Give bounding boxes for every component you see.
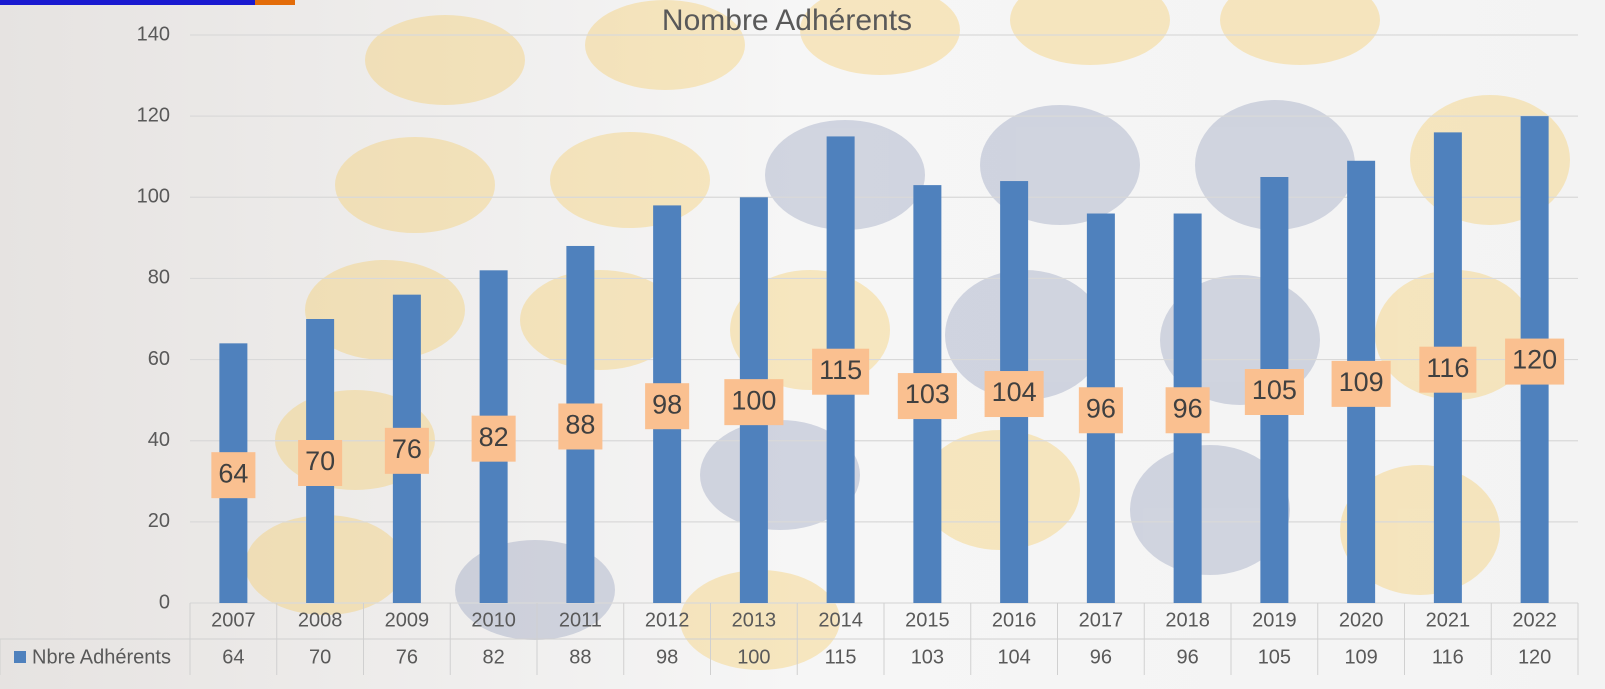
data-label: 96 <box>1173 393 1203 423</box>
data-label-box <box>558 403 603 450</box>
data-label: 116 <box>1426 353 1469 383</box>
x-tick-label: 2016 <box>992 609 1037 631</box>
data-label: 70 <box>305 446 335 476</box>
table-value: 82 <box>483 646 505 668</box>
x-tick-label: 2008 <box>298 609 343 631</box>
table-value: 120 <box>1518 646 1551 668</box>
x-tick-label: 2011 <box>559 609 602 631</box>
accent-line <box>255 0 295 5</box>
data-label: 103 <box>905 379 950 409</box>
legend-label: Nbre Adhérents <box>32 646 171 668</box>
data-label: 115 <box>819 355 862 385</box>
x-tick-label: 2014 <box>818 609 863 631</box>
legend-key <box>14 651 26 663</box>
x-tick-label: 2012 <box>645 609 690 631</box>
table-value: 116 <box>1432 646 1464 668</box>
data-label: 120 <box>1512 345 1557 375</box>
data-label-box <box>1244 369 1304 415</box>
data-label-box <box>897 373 957 420</box>
data-label: 82 <box>479 422 509 452</box>
data-label-box <box>1505 338 1565 385</box>
table-value: 96 <box>1177 646 1199 668</box>
x-tick-label: 2022 <box>1512 609 1557 631</box>
chart-title: Nombre Adhérents <box>662 4 912 37</box>
data-label-box <box>1419 346 1477 393</box>
data-label: 76 <box>392 434 422 464</box>
y-tick-label: 0 <box>159 591 170 613</box>
y-tick-label: 120 <box>137 104 170 126</box>
table-value: 76 <box>396 646 418 668</box>
table-value: 115 <box>825 646 857 668</box>
x-tick-label: 2020 <box>1339 609 1384 631</box>
data-label-box <box>812 348 870 395</box>
data-label-box <box>211 452 256 499</box>
table-value: 104 <box>997 646 1030 668</box>
data-label-box <box>984 371 1044 418</box>
x-tick-label: 2015 <box>905 609 950 631</box>
y-tick-label: 40 <box>148 429 170 451</box>
x-tick-label: 2021 <box>1426 609 1471 631</box>
accent-line <box>0 0 255 5</box>
data-label: 100 <box>731 385 776 415</box>
data-label-box <box>298 440 343 486</box>
data-label-box <box>645 383 690 430</box>
data-label: 64 <box>218 458 248 488</box>
data-label: 105 <box>1252 375 1297 405</box>
y-tick-label: 20 <box>148 510 170 532</box>
x-tick-label: 2007 <box>211 609 256 631</box>
x-tick-label: 2009 <box>385 609 430 631</box>
data-label-box <box>1331 360 1391 407</box>
data-label: 98 <box>652 389 682 419</box>
table-value: 98 <box>656 646 678 668</box>
x-tick-label: 2017 <box>1079 609 1124 631</box>
data-label: 109 <box>1339 367 1384 397</box>
y-tick-label: 140 <box>137 23 170 45</box>
data-label-box <box>471 415 516 462</box>
x-tick-label: 2019 <box>1252 609 1297 631</box>
data-label-box <box>724 379 784 426</box>
data-label-box <box>384 427 429 474</box>
x-tick-label: 2018 <box>1165 609 1210 631</box>
table-value: 103 <box>911 646 944 668</box>
data-label: 88 <box>565 410 595 440</box>
data-label-box <box>1078 387 1123 434</box>
table-value: 105 <box>1258 646 1291 668</box>
data-label: 104 <box>992 377 1037 407</box>
y-tick-label: 80 <box>148 267 170 289</box>
data-label-box <box>1165 387 1210 434</box>
x-tick-label: 2013 <box>732 609 777 631</box>
y-tick-label: 60 <box>148 348 170 370</box>
x-tick-label: 2010 <box>471 609 516 631</box>
table-value: 96 <box>1090 646 1112 668</box>
table-value: 100 <box>737 646 770 668</box>
table-value: 88 <box>569 646 591 668</box>
table-value: 109 <box>1344 646 1377 668</box>
y-tick-label: 100 <box>137 186 170 208</box>
table-value: 64 <box>222 646 244 668</box>
data-label: 96 <box>1086 393 1116 423</box>
table-value: 70 <box>309 646 331 668</box>
